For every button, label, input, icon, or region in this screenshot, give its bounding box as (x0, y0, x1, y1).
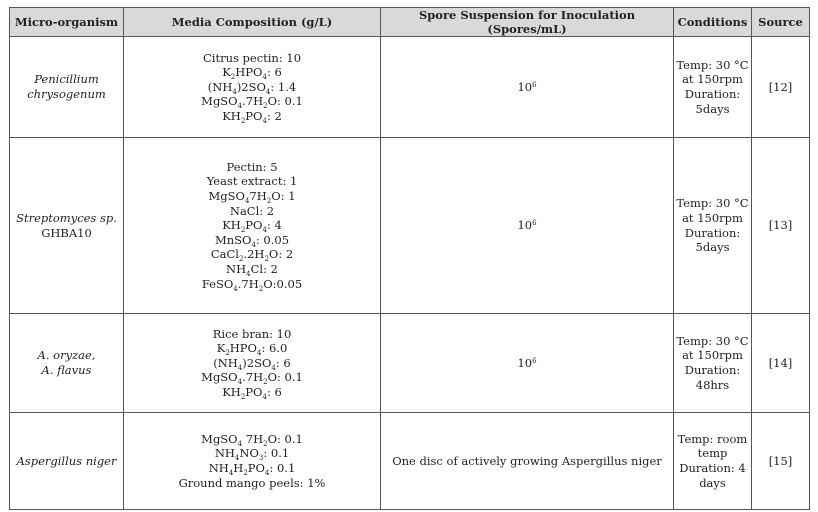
media-composition-table: Micro-organism Media Composition (g/L) S… (9, 7, 810, 510)
media-line: CaCl2.2H2O: 2 (210, 247, 294, 264)
media-line: (NH4)2SO4: 6 (213, 355, 291, 372)
conditions-cell: Temp: 30 °C at 150rpm Duration: 48hrs (673, 313, 752, 413)
conditions-cell: Temp: 30 °C at 150rpm Duration: 5days (673, 137, 752, 314)
header-media: Media Composition (g/L) (123, 7, 381, 37)
organism-name: Aspergillus niger (16, 453, 117, 468)
media-line: Pectin: 5 (226, 159, 278, 174)
media-line: NaCl: 2 (229, 203, 275, 218)
conditions-cell: Temp: 30 °C at 150rpm Duration: 5days (673, 36, 752, 138)
media-line: Citrus pectin: 10 (202, 50, 302, 65)
media-cell: Citrus pectin: 10 K2HPO4: 6 (NH4)2SO4: 1… (123, 36, 381, 138)
header-conditions: Conditions (673, 7, 752, 37)
table-row: Aspergillus niger MgSO4 7H2O: 0.1 NH4NO3… (9, 412, 810, 510)
source-cell: [14] (751, 313, 810, 413)
media-line: MgSO4.7H2O: 0.1 (201, 94, 303, 111)
organism-cell: Streptomyces sp. GHBA10 (9, 137, 124, 314)
table-row: Streptomyces sp. GHBA10 Pectin: 5 Yeast … (9, 137, 810, 314)
media-line: NH4Cl: 2 (226, 261, 278, 278)
media-cell: MgSO4 7H2O: 0.1 NH4NO3: 0.1 NH4H2PO4: 0.… (123, 412, 381, 510)
conditions-cell: Temp: room temp Duration: 4 days (673, 412, 752, 510)
media-line: K2HPO4: 6.0 (216, 341, 288, 358)
organism-name: A. oryzae, (37, 348, 96, 363)
media-line: KH2PO4: 6 (222, 384, 282, 401)
media-cell: Pectin: 5 Yeast extract: 1 MgSO47H2O: 1 … (123, 137, 381, 314)
source-cell: [15] (751, 412, 810, 510)
table-row: Penicillium chrysogenum Citrus pectin: 1… (9, 36, 810, 138)
media-cell: Rice bran: 10 K2HPO4: 6.0 (NH4)2SO4: 6 M… (123, 313, 381, 413)
header-source: Source (751, 7, 810, 37)
organism-cell: Aspergillus niger (9, 412, 124, 510)
organism-name: A. flavus (41, 363, 92, 377)
header-organism: Micro-organism (9, 7, 124, 37)
spore-cell: One disc of actively growing Aspergillus… (380, 412, 674, 510)
organism-name: chrysogenum (27, 87, 106, 101)
media-line: Ground mango peels: 1% (178, 475, 326, 490)
header-row: Micro-organism Media Composition (g/L) S… (9, 7, 810, 37)
media-line: KH2PO4: 4 (222, 218, 282, 235)
header-spore: Spore Suspension for Inoculation (Spores… (380, 7, 674, 37)
source-cell: [13] (751, 137, 810, 314)
organism-strain: GHBA10 (41, 225, 92, 240)
spore-cell: 106 (380, 36, 674, 138)
organism-cell: Penicillium chrysogenum (9, 36, 124, 138)
media-line: K2HPO4: 6 (222, 65, 282, 82)
media-line: MgSO47H2O: 1 (208, 189, 296, 206)
spore-cell: 106 (380, 313, 674, 413)
media-line: MnSO4: 0.05 (214, 232, 290, 249)
spore-cell: 106 (380, 137, 674, 314)
media-line: FeSO4.7H2O:0.05 (201, 276, 303, 293)
organism-cell: A. oryzae, A. flavus (9, 313, 124, 413)
media-line: NH4NO3: 0.1 (214, 446, 290, 463)
organism-name: Streptomyces sp. (16, 210, 117, 225)
media-line: (NH4)2SO4: 1.4 (207, 79, 297, 96)
media-line: MgSO4 7H2O: 0.1 (201, 431, 303, 448)
table-row: A. oryzae, A. flavus Rice bran: 10 K2HPO… (9, 313, 810, 413)
media-line: Rice bran: 10 (212, 326, 292, 341)
media-line: Yeast extract: 1 (206, 174, 298, 189)
organism-name: Penicillium (34, 72, 99, 87)
media-line: NH4H2PO4: 0.1 (208, 461, 296, 477)
media-line: KH2PO4: 2 (222, 108, 282, 125)
source-cell: [12] (751, 36, 810, 138)
media-line: MgSO4.7H2O: 0.1 (201, 370, 303, 387)
